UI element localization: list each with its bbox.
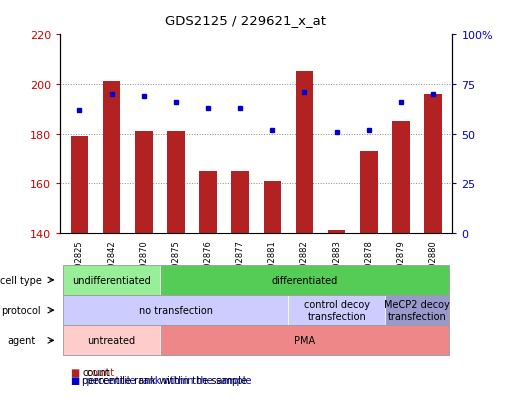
Text: no transfection: no transfection — [139, 305, 213, 316]
Bar — [231, 171, 249, 233]
Text: ■  percentile rank within the sample: ■ percentile rank within the sample — [71, 375, 251, 385]
Bar — [71, 137, 88, 233]
Bar — [424, 95, 442, 233]
Bar — [135, 132, 153, 233]
Bar — [392, 122, 410, 233]
Text: cell type: cell type — [0, 275, 42, 285]
Text: agent: agent — [7, 335, 35, 346]
Text: ■  count: ■ count — [71, 367, 113, 377]
Text: undifferentiated: undifferentiated — [72, 275, 151, 285]
Bar — [295, 72, 313, 233]
Text: percentile rank within the sample: percentile rank within the sample — [82, 375, 247, 385]
Text: GDS2125 / 229621_x_at: GDS2125 / 229621_x_at — [165, 14, 326, 27]
Bar — [103, 82, 120, 233]
Text: protocol: protocol — [1, 305, 41, 316]
Text: control decoy
transfection: control decoy transfection — [304, 299, 370, 321]
Text: count: count — [82, 367, 110, 377]
Bar — [199, 171, 217, 233]
Bar — [167, 132, 185, 233]
Text: PMA: PMA — [294, 335, 315, 346]
Bar — [264, 181, 281, 233]
Text: MeCP2 decoy
transfection: MeCP2 decoy transfection — [384, 299, 450, 321]
Text: untreated: untreated — [87, 335, 135, 346]
Bar — [360, 152, 378, 233]
Text: differentiated: differentiated — [271, 275, 338, 285]
Bar — [328, 231, 346, 233]
